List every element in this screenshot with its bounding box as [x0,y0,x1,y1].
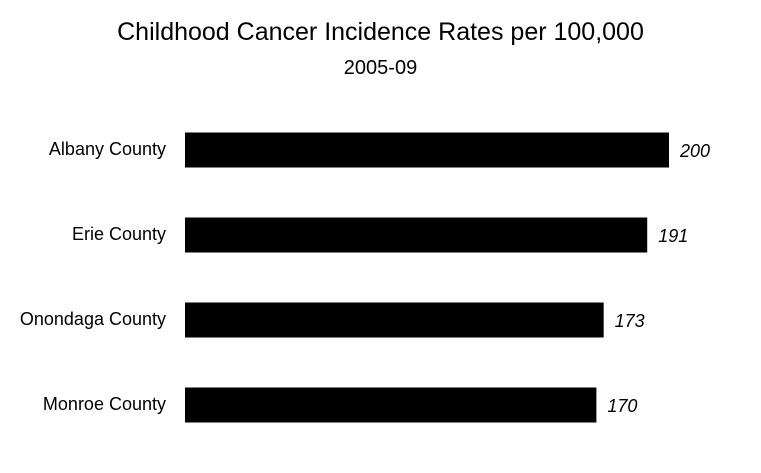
bar-erie-county [185,217,648,253]
bar-monroe-county [185,387,597,423]
bar-onondaga-county [185,302,604,338]
data-label: 170 [607,396,637,416]
category-label: Albany County [49,139,166,159]
chart-subtitle: 2005-09 [343,57,418,79]
category-label: Onondaga County [20,309,166,329]
data-label: 191 [658,226,688,246]
chart-title: Childhood Cancer Incidence Rates per 100… [117,18,644,46]
category-label: Monroe County [43,394,166,414]
category-label: Erie County [72,224,166,244]
data-label: 200 [679,141,710,161]
data-label: 173 [615,311,645,331]
bar-albany-county [185,132,669,168]
